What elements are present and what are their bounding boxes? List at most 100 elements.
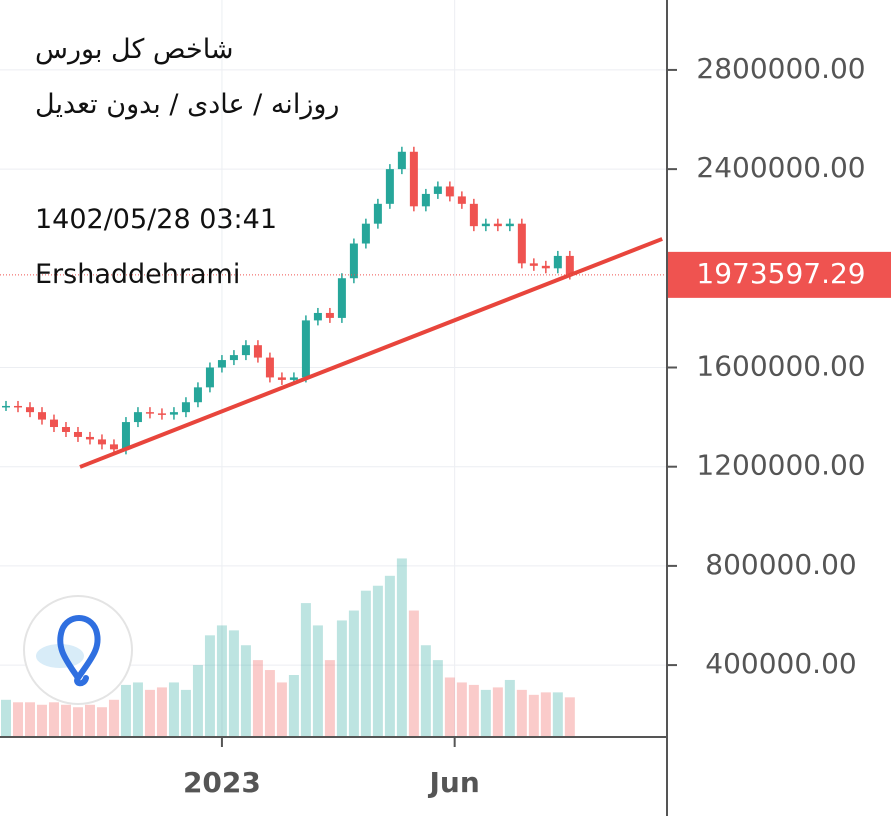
volume-bar [48, 702, 59, 737]
candle-body [229, 355, 238, 361]
volume-bar [156, 687, 167, 737]
volume-bar [396, 558, 407, 737]
volume-bar [36, 704, 47, 737]
candle-body [193, 387, 202, 403]
volume-bar [540, 692, 551, 737]
candle-body [553, 255, 562, 269]
volume-bar [504, 679, 515, 737]
volume-bar [480, 689, 491, 737]
volume-bar [132, 682, 143, 737]
x-tick-label: Jun [428, 766, 480, 799]
volume-bar [324, 660, 335, 737]
candle-body [157, 413, 166, 415]
volume-bar [312, 625, 323, 737]
y-tick-label: 800000.00 [705, 548, 856, 581]
y-tick-label: 400000.00 [705, 647, 856, 680]
volume-bar [276, 682, 287, 737]
volume-bar [468, 684, 479, 737]
candle-body [169, 412, 178, 415]
candle-body [469, 203, 478, 227]
volume-bar [372, 585, 383, 737]
candle-body [433, 186, 442, 194]
chart-title: شاخص کل بورس [35, 34, 234, 65]
y-tick-label: 2400000.00 [696, 151, 865, 184]
candle-body [145, 412, 154, 414]
last-price-label: 1973597.29 [696, 257, 865, 290]
volume-bar [96, 707, 107, 737]
candle-body [37, 412, 46, 420]
candle-body [481, 223, 490, 227]
volume-bar [288, 675, 299, 737]
volume-bar [228, 630, 239, 737]
candle-body [265, 357, 274, 378]
volume-bar [108, 699, 119, 737]
candle-body [73, 431, 82, 437]
candle-body [253, 345, 262, 358]
candle-body [373, 203, 382, 224]
candle-body [337, 278, 346, 318]
volume-bar [516, 689, 527, 737]
volume-bar [12, 702, 23, 737]
volume-bar [180, 689, 191, 737]
candle-body [445, 186, 454, 197]
volume-bar [240, 645, 251, 737]
candle-body [217, 360, 226, 368]
candle-body [121, 422, 130, 450]
logo-mark [57, 615, 101, 687]
chart-subtitle: روزانه / عادی / بدون تعدیل [35, 89, 339, 120]
volume-bar [492, 687, 503, 737]
volume-bar [144, 689, 155, 737]
logo [23, 595, 133, 705]
candle-body [541, 265, 550, 269]
volume-bar [552, 692, 563, 737]
volume-bar [264, 670, 275, 737]
candle-body [349, 243, 358, 279]
candle-body [325, 312, 334, 318]
trend-line [79, 237, 663, 469]
candle-body [517, 223, 526, 264]
y-tick-label: 1200000.00 [696, 449, 865, 482]
candle-body [301, 320, 310, 378]
volume-bar [24, 702, 35, 737]
volume-bar [444, 677, 455, 737]
candle-body [133, 412, 142, 423]
volume-bar [348, 610, 359, 737]
candle-body [457, 196, 466, 204]
candle-body [385, 169, 394, 204]
author: Ershaddehrami [35, 259, 240, 290]
candle-body [409, 151, 418, 207]
candle-body [565, 255, 574, 275]
volume-bar [0, 699, 11, 737]
candle-body [313, 312, 322, 321]
volume-bar [168, 682, 179, 737]
marks [0, 146, 667, 737]
volume-bar [204, 635, 215, 737]
candle-body [25, 407, 34, 413]
candle-body [505, 223, 514, 227]
candle-body [493, 223, 502, 227]
candle-body [289, 377, 298, 380]
volume-bar [192, 665, 203, 737]
candle-body [181, 402, 190, 413]
last-price-box [668, 251, 891, 298]
candle-body [61, 427, 70, 432]
candle-body [529, 263, 538, 266]
volume-bar [60, 704, 71, 737]
volume-bar [72, 707, 83, 737]
candle-body [97, 439, 106, 445]
candle-body [13, 405, 22, 408]
volume-bar [300, 603, 311, 737]
timestamp: 1402/05/28 03:41 [35, 204, 277, 235]
volume-bar [252, 660, 263, 737]
candle-body [109, 444, 118, 450]
volume-bar [564, 697, 575, 737]
y-tick-label: 2800000.00 [696, 52, 865, 85]
volume-bar [408, 610, 419, 737]
candle-body [361, 223, 370, 244]
logo-cloud [36, 644, 84, 668]
candle-body [421, 193, 430, 207]
candle-body [277, 377, 286, 380]
volume-bar [528, 694, 539, 737]
